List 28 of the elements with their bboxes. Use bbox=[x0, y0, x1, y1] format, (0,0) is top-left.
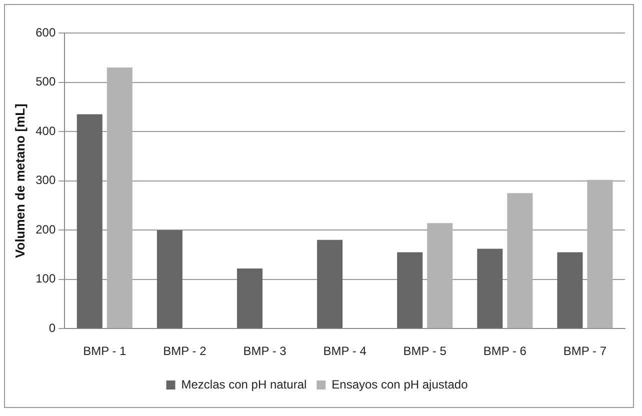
x-tick-label: BMP - 7 bbox=[563, 344, 607, 358]
x-tick-label: BMP - 3 bbox=[243, 344, 287, 358]
bar bbox=[427, 223, 453, 328]
legend-label: Mezclas con pH natural bbox=[181, 377, 307, 392]
y-axis-title: Volumen de metano [mL] bbox=[12, 104, 28, 258]
x-tick-label: BMP - 6 bbox=[483, 344, 527, 358]
y-tick-label: 200 bbox=[36, 222, 56, 236]
legend-label: Ensayos con pH ajustado bbox=[332, 377, 468, 392]
bar bbox=[76, 114, 102, 328]
x-tick-label: BMP - 2 bbox=[163, 344, 207, 358]
x-tick-label: BMP - 1 bbox=[83, 344, 127, 358]
bar bbox=[317, 240, 343, 328]
y-tick-label: 600 bbox=[36, 25, 56, 40]
y-tick-label: 100 bbox=[36, 272, 56, 286]
bar bbox=[507, 193, 533, 328]
bar bbox=[156, 230, 182, 328]
bar bbox=[397, 252, 423, 328]
y-tick-label: 0 bbox=[48, 320, 56, 335]
x-tick-label: BMP - 4 bbox=[323, 344, 367, 358]
x-tick-label: BMP - 5 bbox=[403, 344, 447, 358]
bar bbox=[587, 180, 613, 328]
y-tick-label: 500 bbox=[36, 74, 56, 89]
bar bbox=[236, 268, 263, 328]
bar bbox=[557, 252, 583, 328]
bar bbox=[477, 248, 503, 328]
y-tick-label: 300 bbox=[36, 173, 56, 188]
bar bbox=[106, 67, 132, 328]
y-tick-label: 400 bbox=[36, 124, 56, 138]
